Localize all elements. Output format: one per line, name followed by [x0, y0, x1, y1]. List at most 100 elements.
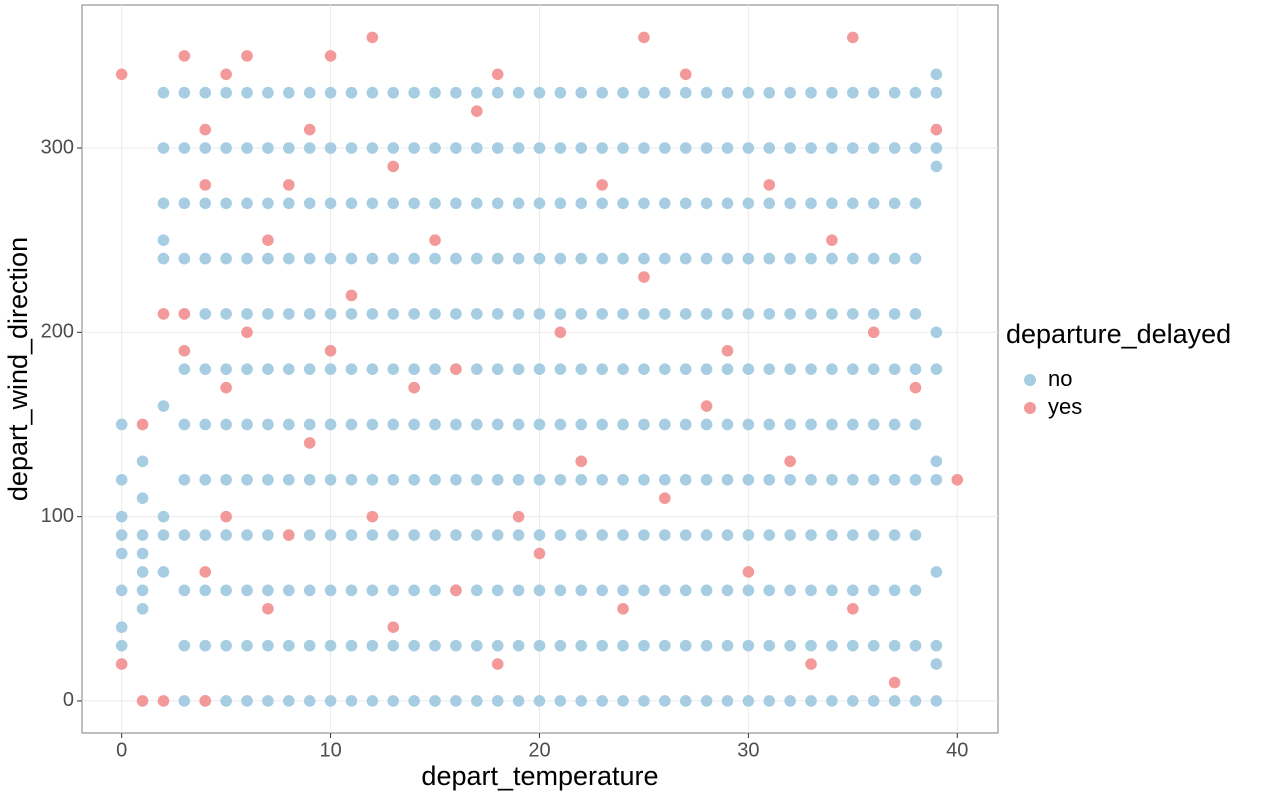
point	[742, 86, 755, 99]
point	[847, 639, 859, 652]
point	[345, 584, 358, 597]
point	[638, 529, 650, 541]
point	[512, 584, 525, 597]
point	[241, 252, 253, 265]
point	[262, 639, 274, 652]
point	[867, 86, 880, 99]
point	[742, 529, 755, 541]
point	[679, 363, 692, 375]
point	[617, 252, 629, 265]
point	[220, 473, 232, 486]
point	[303, 86, 316, 99]
point	[136, 492, 149, 504]
point	[262, 86, 274, 99]
point	[784, 418, 796, 431]
point	[847, 473, 859, 486]
point	[283, 529, 295, 541]
point	[512, 529, 525, 541]
point	[679, 308, 692, 320]
point	[262, 197, 274, 210]
point	[408, 529, 420, 541]
point	[888, 86, 901, 99]
x-tick-label: 40	[946, 739, 968, 761]
point	[575, 197, 588, 210]
point	[366, 639, 379, 652]
point	[721, 473, 734, 486]
point	[220, 142, 232, 154]
legend-label: no	[1048, 366, 1072, 391]
point	[241, 308, 253, 320]
point	[533, 252, 546, 265]
point	[909, 473, 922, 486]
point	[157, 142, 170, 154]
point	[429, 197, 441, 210]
point	[262, 695, 274, 707]
point	[847, 695, 859, 707]
point	[826, 363, 838, 375]
point	[659, 529, 671, 541]
point	[721, 639, 734, 652]
point	[763, 639, 776, 652]
point	[554, 363, 567, 375]
point	[700, 308, 713, 320]
point	[659, 86, 671, 99]
point	[867, 308, 880, 320]
point	[533, 584, 546, 597]
point	[136, 529, 149, 541]
point	[199, 473, 212, 486]
point	[283, 584, 295, 597]
point	[596, 529, 608, 541]
point	[721, 363, 734, 375]
point	[220, 86, 232, 99]
point	[450, 142, 462, 154]
point	[512, 510, 525, 523]
point	[115, 639, 128, 652]
point	[408, 142, 420, 154]
point	[533, 473, 546, 486]
point	[700, 584, 713, 597]
point	[930, 160, 943, 173]
point	[471, 142, 483, 154]
point	[638, 31, 650, 44]
point	[909, 86, 922, 99]
point	[784, 695, 796, 707]
point	[596, 584, 608, 597]
point	[324, 529, 337, 541]
point	[450, 695, 462, 707]
point	[283, 308, 295, 320]
point	[387, 142, 400, 154]
point	[387, 473, 400, 486]
y-tick-label: 200	[41, 321, 74, 343]
point	[784, 455, 796, 468]
point	[241, 695, 253, 707]
point	[157, 308, 170, 320]
point	[596, 86, 608, 99]
point	[345, 363, 358, 375]
point	[366, 197, 379, 210]
point	[533, 547, 546, 560]
point	[324, 142, 337, 154]
point	[805, 86, 817, 99]
point	[679, 142, 692, 154]
point	[763, 252, 776, 265]
point	[596, 473, 608, 486]
point	[575, 455, 588, 468]
point	[930, 68, 943, 81]
point	[241, 142, 253, 154]
point	[429, 252, 441, 265]
point	[512, 639, 525, 652]
point	[450, 86, 462, 99]
point	[826, 234, 838, 246]
point	[575, 86, 588, 99]
point	[888, 639, 901, 652]
point	[241, 363, 253, 375]
point	[805, 473, 817, 486]
point	[700, 86, 713, 99]
point	[805, 252, 817, 265]
point	[742, 252, 755, 265]
point	[345, 252, 358, 265]
point	[533, 142, 546, 154]
point	[700, 418, 713, 431]
point	[617, 197, 629, 210]
point	[784, 308, 796, 320]
